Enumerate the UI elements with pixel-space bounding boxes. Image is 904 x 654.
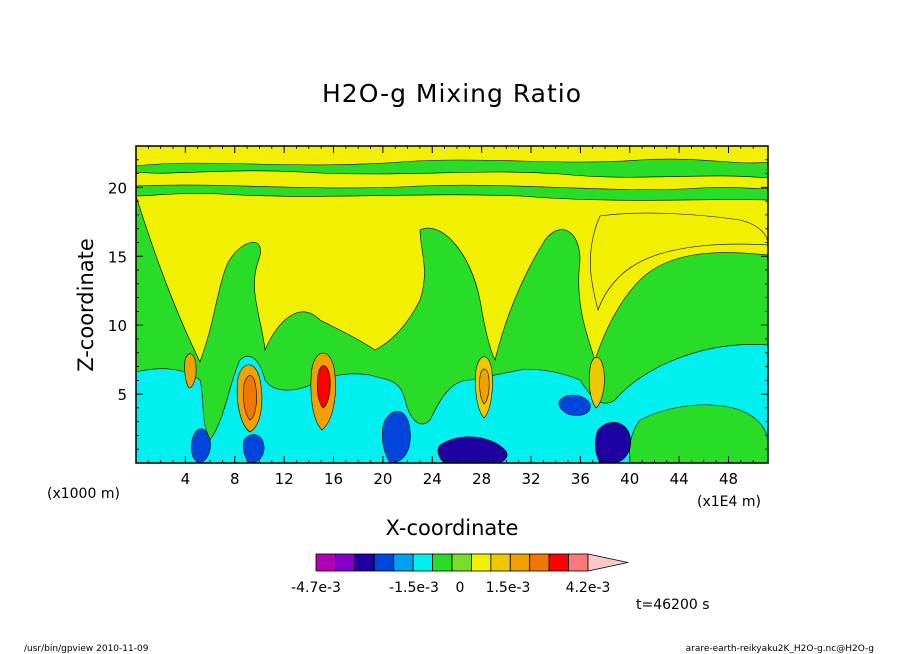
x-tick-label: 44 xyxy=(670,470,689,488)
colorbar-label: -1.5e-3 xyxy=(389,580,439,596)
x-tick-label: 28 xyxy=(472,470,491,488)
colorbar xyxy=(315,553,629,572)
upper-right-yellow xyxy=(590,212,768,312)
y-tick-label: 15 xyxy=(108,248,127,266)
footer-left: /usr/bin/gpview 2010-11-09 xyxy=(24,644,149,654)
colorbar-swatch xyxy=(432,553,453,572)
plume-core-1-inner xyxy=(243,375,257,421)
colorbar-swatch xyxy=(354,553,375,572)
plume-core-1b xyxy=(184,353,197,389)
y-axis-ticks: 5 10 15 20 xyxy=(108,159,768,450)
colorbar-swatch xyxy=(471,553,492,572)
contour-field xyxy=(136,146,768,463)
x-tick-label: 24 xyxy=(423,470,442,488)
colorbar-swatch xyxy=(451,553,472,572)
plume-core-3-inner xyxy=(479,368,490,405)
x-tick-label: 12 xyxy=(275,470,294,488)
blue-patch-4 xyxy=(558,394,591,416)
x-scale-label: (x1E4 m) xyxy=(697,494,761,510)
colorbar-swatch xyxy=(373,553,395,572)
x-axis-label: X-coordinate xyxy=(386,516,519,540)
colorbar-swatch xyxy=(412,553,433,572)
colorbar-label: 1.5e-3 xyxy=(486,580,531,596)
blue-patch-5 xyxy=(594,422,631,463)
upper-green-band xyxy=(136,158,768,179)
colorbar-labels: -4.7e-3 -1.5e-3 0 1.5e-3 4.2e-3 xyxy=(291,580,610,596)
time-label: t=46200 s xyxy=(636,597,710,613)
x-axis-ticks: 4 8 12 16 20 24 28 32 36 40 44 48 xyxy=(147,146,754,488)
y-tick-label: 5 xyxy=(117,386,127,404)
x-tick-label: 48 xyxy=(719,470,738,488)
x-units-label: (x1000 m) xyxy=(47,486,120,502)
blue-patch-6 xyxy=(242,434,265,463)
chart-title: H2O-g Mixing Ratio xyxy=(322,79,582,108)
x-tick-label: 20 xyxy=(373,470,392,488)
colorbar-swatch xyxy=(509,553,531,572)
colorbar-swatch xyxy=(335,553,356,572)
x-tick-label: 40 xyxy=(620,470,639,488)
colorbar-arrow xyxy=(587,553,629,572)
x-tick-label: 16 xyxy=(324,470,343,488)
colorbar-label: 0 xyxy=(456,580,465,596)
colorbar-label: 4.2e-3 xyxy=(566,580,611,596)
blue-patch-1 xyxy=(190,428,211,463)
colorbar-swatch xyxy=(490,553,511,572)
blue-patch-2 xyxy=(381,411,411,463)
colorbar-swatch xyxy=(529,553,550,572)
y-axis-label: Z-coordinate xyxy=(74,238,98,372)
y-tick-label: 20 xyxy=(108,179,127,197)
x-tick-label: 32 xyxy=(521,470,540,488)
colorbar-swatch xyxy=(315,553,336,572)
x-tick-label: 4 xyxy=(181,470,191,488)
colorbar-label: -4.7e-3 xyxy=(291,580,341,596)
x-tick-label: 8 xyxy=(230,470,240,488)
colorbar-swatch xyxy=(548,553,569,572)
colorbar-swatch xyxy=(568,553,589,572)
x-tick-label: 36 xyxy=(571,470,590,488)
footer-right: arare-earth-reikyaku2K_H2O-g.nc@H2O-g xyxy=(686,644,874,654)
colorbar-swatch xyxy=(393,553,414,572)
plume-core-4 xyxy=(588,356,605,409)
plot-frame xyxy=(135,145,769,464)
y-tick-label: 10 xyxy=(108,317,127,335)
blue-patch-3 xyxy=(437,436,508,463)
plume-core-2-inner xyxy=(316,365,331,409)
